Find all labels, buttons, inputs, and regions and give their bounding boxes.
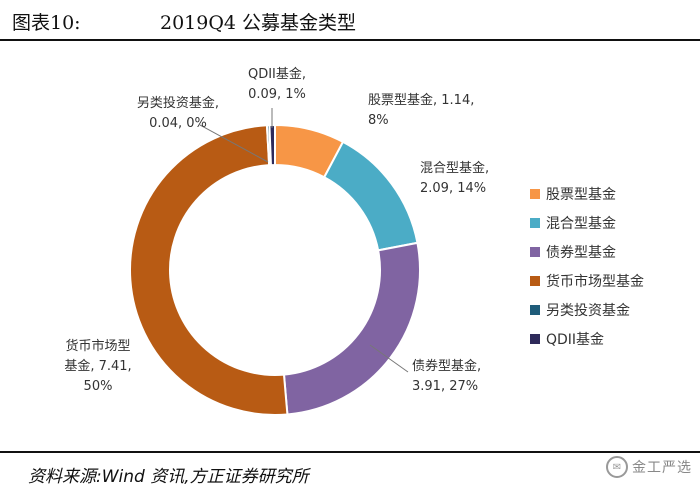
data-label-qdii: QDII基金, 0.09, 1% [248,66,306,102]
legend-swatch-alternative [530,305,540,315]
slice-mixed [322,140,419,252]
leader-line-alternative [199,124,269,163]
figure-number: 图表10: [12,12,81,34]
wechat-icon: ✉ [606,456,628,478]
slice-money-market [129,124,289,416]
data-label-mixed: 混合型基金, 2.09, 14% [420,160,489,196]
slice-qdii [268,123,276,167]
legend-swatch-stock [530,189,540,199]
legend-label-qdii: QDII基金 [546,331,604,348]
data-label-stock: 股票型基金, 1.14, 8% [368,92,474,128]
leader-line-bond [369,344,409,373]
legend-swatch-qdii [530,334,540,344]
legend-label-bond: 债券型基金 [546,244,616,261]
bottom-rule [0,451,700,453]
top-rule [0,39,700,41]
legend-label-stock: 股票型基金 [546,186,616,203]
legend-swatch-mixed [530,218,540,228]
figure-header: 图表10: 2019Q4 公募基金类型 [10,6,690,36]
legend-label-mixed: 混合型基金 [546,215,616,232]
data-label-money-market: 货币市场型基金, 7.41, 50% [64,338,131,394]
legend-label-money-market: 货币市场型基金 [546,273,644,290]
legend-swatch-bond [530,247,540,257]
legend-swatch-money-market [530,276,540,286]
watermark-text: 金工严选 [632,460,692,476]
figure-title: 2019Q4 公募基金类型 [160,12,357,34]
data-label-bond: 债券型基金, 3.91, 27% [412,358,481,394]
watermark: ✉ 金工严选 [606,454,692,480]
legend-label-alternative: 另类投资基金 [546,302,630,319]
data-label-alternative: 另类投资基金, 0.04, 0% [137,95,219,131]
slice-bond [282,241,421,416]
source-note: 资料来源:Wind 资讯,方正证券研究所 [28,467,309,487]
